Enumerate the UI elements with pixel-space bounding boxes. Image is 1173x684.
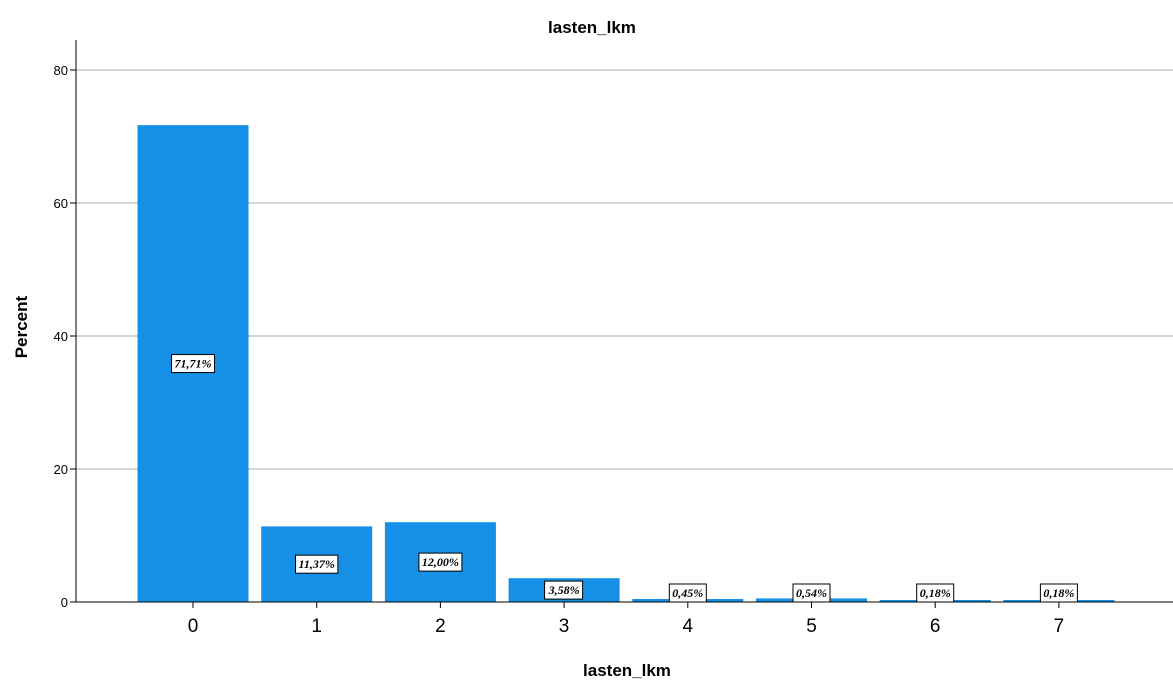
data-label-text: 0,18% <box>1043 586 1074 600</box>
x-tick-label: 4 <box>683 616 694 637</box>
data-label-box <box>418 552 463 572</box>
data-label-text: 71,71% <box>175 357 212 371</box>
data-label-box <box>295 554 339 574</box>
data-label-box <box>171 354 215 374</box>
data-label: 0,18% <box>916 583 955 603</box>
data-label-text: 11,37% <box>299 557 335 571</box>
x-axis-ticks: 0 1 2 3 4 5 6 7 <box>188 602 1064 637</box>
data-label-text: 12,00% <box>422 555 459 569</box>
x-tick-label: 0 <box>188 616 199 637</box>
grid-lines <box>76 69 1173 470</box>
data-label-text: 0,45% <box>672 586 703 600</box>
data-label-box <box>668 583 707 603</box>
chart-title: lasten_lkm <box>548 18 636 37</box>
data-label: 0,18% <box>1039 583 1078 603</box>
y-tick-label: 20 <box>54 462 68 477</box>
x-tick-label: 1 <box>311 616 322 637</box>
data-label-box <box>544 580 584 600</box>
data-label-text: 3,58% <box>548 583 580 597</box>
y-axis-title: Percent <box>12 295 31 358</box>
y-axis-ticks: 0 20 40 60 80 <box>54 63 76 610</box>
data-label-box <box>792 583 831 603</box>
data-label-box <box>916 583 955 603</box>
data-label-box <box>1039 583 1078 603</box>
data-label: 11,37% <box>295 554 339 574</box>
data-label: 0,54% <box>792 583 831 603</box>
x-tick-label: 6 <box>930 616 941 637</box>
data-label: 71,71% <box>171 354 215 374</box>
bars <box>137 125 1115 602</box>
x-tick-label: 7 <box>1054 616 1065 637</box>
y-tick-label: 60 <box>54 196 68 211</box>
data-label: 3,58% <box>544 580 584 600</box>
data-labels: 71,71% 11,37% 12,00% 3,58% 0,45% 0,54% 0,18% 0,… <box>171 354 1078 603</box>
data-label: 12,00% <box>418 552 463 572</box>
axes <box>75 40 1173 603</box>
x-axis-title: lasten_lkm <box>583 661 671 680</box>
x-tick-label: 3 <box>559 616 570 637</box>
y-tick-label: 40 <box>54 329 68 344</box>
y-tick-label: 80 <box>54 63 68 78</box>
x-tick-label: 5 <box>806 616 817 637</box>
data-label-text: 0,18% <box>920 586 951 600</box>
x-tick-label: 2 <box>435 616 446 637</box>
data-label-text: 0,54% <box>796 586 827 600</box>
data-label: 0,45% <box>668 583 707 603</box>
y-tick-label: 0 <box>61 595 68 610</box>
